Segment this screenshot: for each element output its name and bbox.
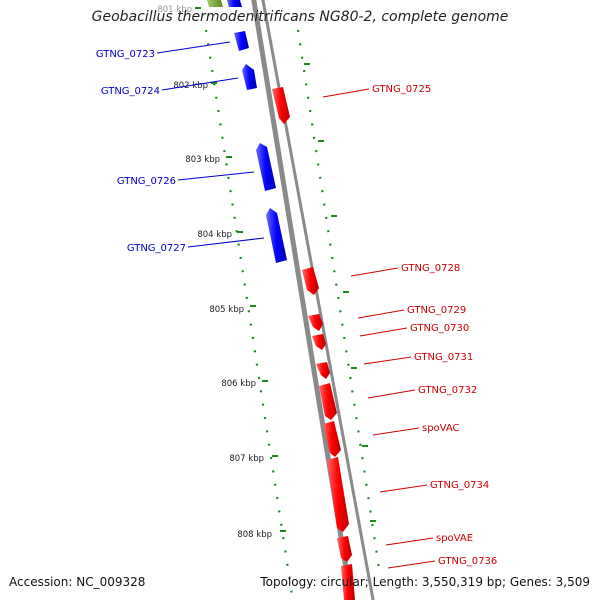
gene-arrow-GTNG_0732[interactable] (319, 383, 337, 420)
gene-label-GTNG_0723[interactable]: GTNG_0723 (96, 49, 155, 60)
gene-arrow-GTNG_0729[interactable] (308, 314, 323, 331)
gene-label-GTNG_0730[interactable]: GTNG_0730 (410, 323, 469, 334)
gene-label-spoVAE[interactable]: spoVAE (436, 533, 473, 544)
gene-arrow-GTNG_0727[interactable] (266, 208, 287, 263)
ruler-label-808: 808 kbp (237, 530, 272, 540)
ruler-label-804: 804 kbp (197, 230, 232, 240)
gene-arrow-GTNG_0734[interactable] (327, 457, 349, 532)
forward-gene-labels: GTNG_0725 GTNG_0728 GTNG_0729 GTNG_0730 … (372, 84, 497, 567)
gene-label-GTNG_0728[interactable]: GTNG_0728 (401, 263, 460, 274)
gene-label-GTNG_0734[interactable]: GTNG_0734 (430, 480, 489, 491)
outer-dotted-ring (296, 29, 382, 576)
gene-arrow-spoVAE[interactable] (337, 536, 352, 562)
forward-genes (272, 87, 355, 600)
gene-arrow-spoVAC[interactable] (323, 421, 341, 457)
gene-label-GTNG_0727[interactable]: GTNG_0727 (127, 243, 186, 254)
gene-arrow-GTNG_0730[interactable] (312, 334, 326, 350)
ruler-label-807: 807 kbp (229, 454, 264, 464)
partial-gene-green (207, 0, 223, 7)
label-leader-lines (156, 41, 436, 569)
partial-gene-blue (227, 0, 242, 7)
gene-label-GTNG_0731[interactable]: GTNG_0731 (414, 352, 473, 363)
gene-label-GTNG_0732[interactable]: GTNG_0732 (418, 385, 477, 396)
gene-label-GTNG_0724[interactable]: GTNG_0724 (101, 86, 160, 97)
ruler-label-806: 806 kbp (221, 379, 256, 389)
inner-dotted-ring (204, 29, 294, 596)
ruler-labels: 801 kbp 802 kbp 803 kbp 804 kbp 805 kbp … (157, 5, 272, 540)
gene-arrow-GTNG_0728[interactable] (302, 267, 319, 295)
ruler-label-805: 805 kbp (209, 305, 244, 315)
gene-arrow-GTNG_0736[interactable] (341, 564, 355, 600)
genome-title: Geobacillus thermodenitrificans NG80-2, … (91, 9, 509, 25)
gene-label-spoVAC[interactable]: spoVAC (422, 423, 460, 434)
reverse-genes (234, 31, 287, 263)
gene-label-GTNG_0729[interactable]: GTNG_0729 (407, 305, 466, 316)
gene-arrow-GTNG_0723[interactable] (234, 31, 249, 51)
gene-label-GTNG_0725[interactable]: GTNG_0725 (372, 84, 431, 95)
ruler-label-801: 801 kbp (157, 5, 192, 15)
gene-label-GTNG_0736[interactable]: GTNG_0736 (438, 556, 497, 567)
gene-arrow-GTNG_0724[interactable] (242, 64, 257, 90)
ruler-tick-marks (195, 7, 376, 532)
reverse-gene-labels: GTNG_0723 GTNG_0724 GTNG_0726 GTNG_0727 (96, 49, 186, 254)
ruler-label-802: 802 kbp (173, 81, 208, 91)
gene-arrow-GTNG_0726[interactable] (256, 143, 276, 191)
topology-text: Topology: circular; Length: 3,550,319 bp… (260, 575, 590, 589)
gene-arrow-GTNG_0731[interactable] (316, 362, 330, 379)
accession-text: Accession: NC_009328 (9, 575, 146, 589)
gene-arrow-GTNG_0725[interactable] (272, 87, 290, 124)
ruler-label-803: 803 kbp (185, 155, 220, 165)
gene-label-GTNG_0726[interactable]: GTNG_0726 (117, 176, 176, 187)
